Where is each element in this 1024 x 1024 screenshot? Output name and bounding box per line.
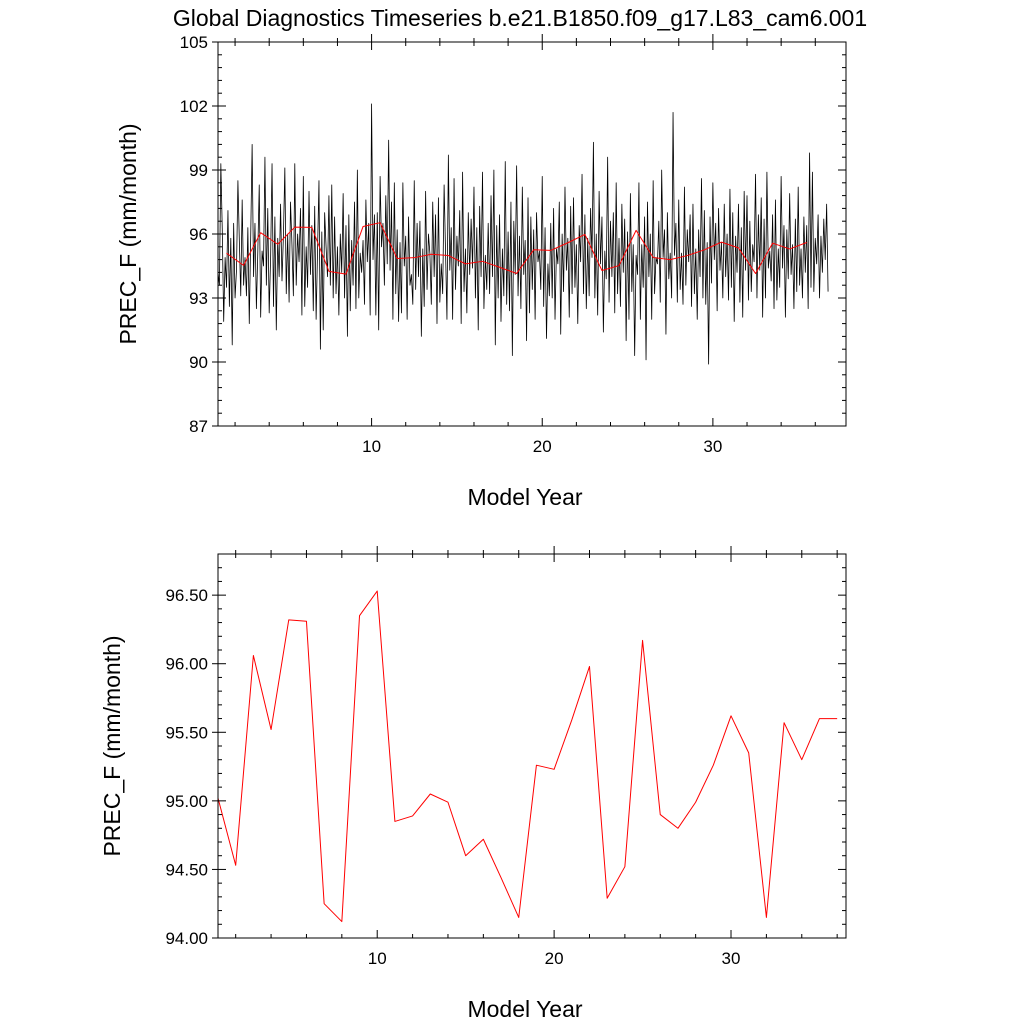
- xtick-label: 20: [533, 437, 552, 456]
- ytick-label: 95.50: [165, 723, 208, 742]
- xtick-label: 10: [368, 949, 387, 968]
- ytick-label: 105: [180, 33, 208, 52]
- ytick-label: 99: [189, 161, 208, 180]
- chart-title: Global Diagnostics Timeseries b.e21.B185…: [173, 5, 867, 31]
- bottom-plot-area: [217, 590, 838, 923]
- xtick-label: 30: [703, 437, 722, 456]
- bottom-panel: 94.00 94.50 95.00 95.50 96.00 96.50 10 20 30 Mod…: [99, 546, 847, 1022]
- xtick-label: 10: [362, 437, 381, 456]
- xtick-label: 30: [722, 949, 741, 968]
- xtick-label: 20: [545, 949, 564, 968]
- ytick-label: 96: [189, 225, 208, 244]
- bottom-axes: 94.00 94.50 95.00 95.50 96.00 96.50 10 20 30: [165, 546, 846, 968]
- bottom-plot-frame: [217, 553, 847, 939]
- top-panel: 87 90 93 96 99 102 105 10 20 30 Model Year PREC_F…: [115, 33, 847, 510]
- ytick-label: 94.00: [165, 929, 208, 948]
- top-yaxis-label: PREC_F (mm/month): [115, 123, 141, 344]
- ytick-label: 93: [189, 289, 208, 308]
- ytick-label: 96.00: [165, 655, 208, 674]
- bottom-xaxis-label: Model Year: [467, 996, 582, 1022]
- ytick-label: 95.00: [165, 792, 208, 811]
- ytick-label: 90: [189, 353, 208, 372]
- series-line-annual: [226, 222, 807, 275]
- top-xaxis-label: Model Year: [467, 484, 582, 510]
- ytick-label: 87: [189, 417, 208, 436]
- ytick-label: 94.50: [165, 860, 208, 879]
- series-line-monthly: [217, 103, 829, 365]
- bottom-yaxis-label: PREC_F (mm/month): [99, 635, 125, 856]
- top-plot-frame: [217, 41, 847, 427]
- top-axes: 87 90 93 96 99 102 105 10 20 30: [180, 33, 846, 456]
- top-plot-area: [217, 103, 829, 365]
- ytick-label: 96.50: [165, 586, 208, 605]
- series-line-annual: [217, 590, 838, 923]
- ytick-label: 102: [180, 97, 208, 116]
